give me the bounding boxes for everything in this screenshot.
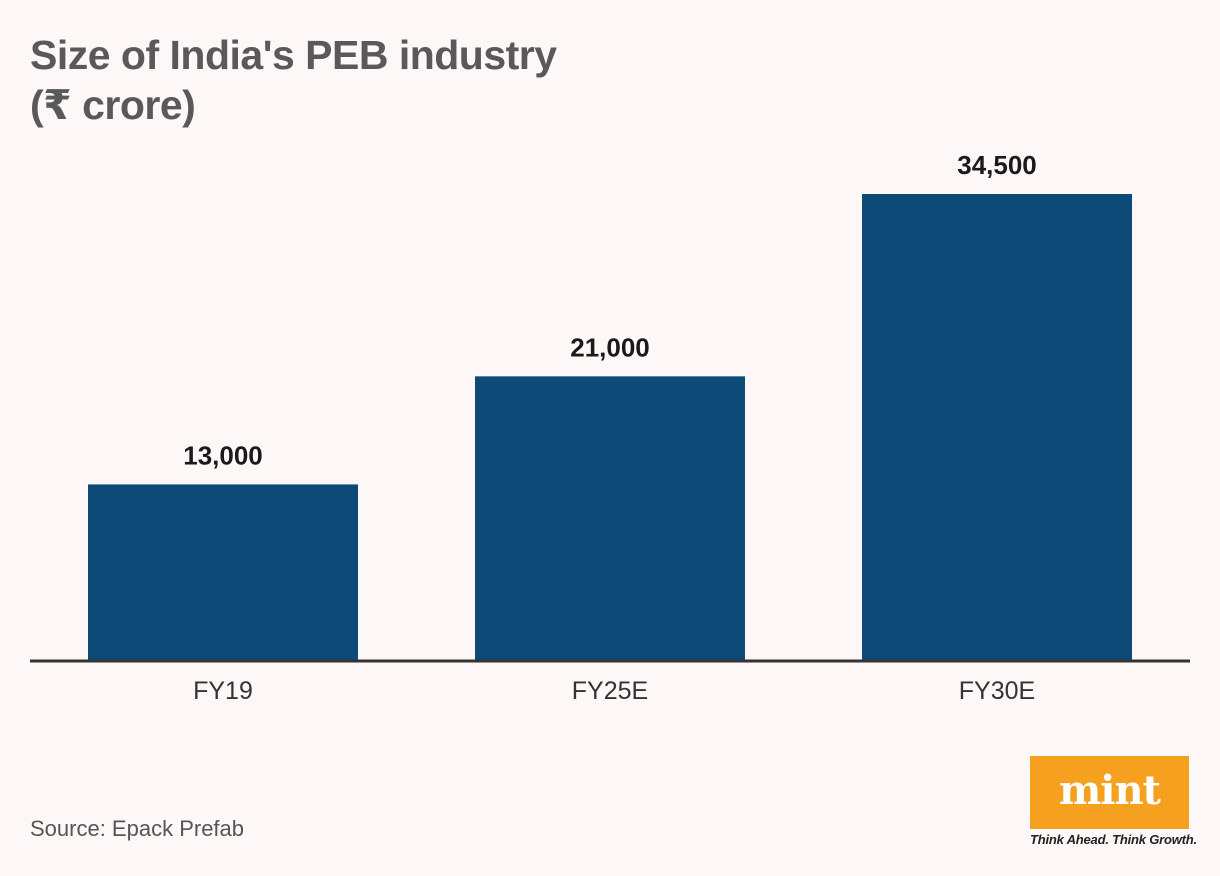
source-note: Source: Epack Prefab	[30, 816, 245, 841]
mint-logo-box: mint	[1030, 756, 1189, 829]
mint-tagline: Think Ahead. Think Growth.	[1030, 832, 1197, 847]
data-label-fy30e: 34,500	[957, 150, 1037, 180]
x-tick-label-fy30e: FY30E	[959, 677, 1035, 705]
x-tick-label-fy19: FY19	[193, 677, 253, 705]
data-label-fy19: 13,000	[183, 440, 263, 470]
chart-title-line-1: Size of India's PEB industry	[30, 32, 557, 78]
mint-wordmark: mint	[1058, 766, 1161, 814]
chart-title-line-2: (₹ crore)	[30, 82, 196, 128]
bar-fy25e	[475, 376, 745, 660]
bar-fy19	[88, 484, 358, 660]
data-label-fy25e: 21,000	[570, 332, 650, 362]
x-tick-label-fy25e: FY25E	[572, 677, 648, 705]
mint-logo: mint Think Ahead. Think Growth.	[1030, 756, 1197, 847]
chart-title: Size of India's PEB industry (₹ crore)	[30, 30, 730, 130]
bar-fy30e	[862, 194, 1132, 660]
